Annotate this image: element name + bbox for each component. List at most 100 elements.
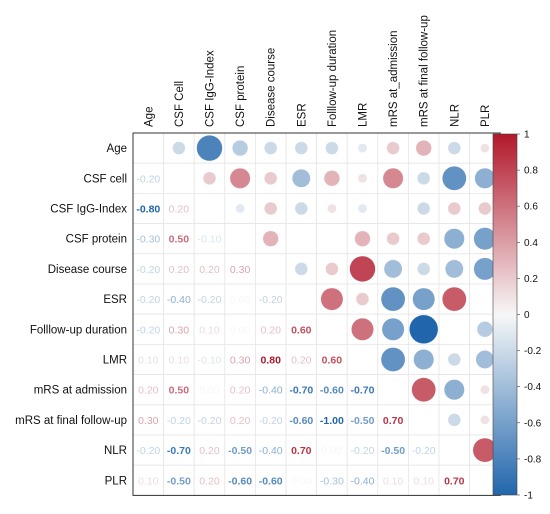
grid-cell <box>285 343 318 375</box>
grid-cell <box>163 343 195 375</box>
correlation-circle <box>480 143 490 153</box>
correlation-value: -0.20 <box>259 294 283 306</box>
grid-cell <box>346 434 379 466</box>
grid-cell <box>254 464 287 496</box>
correlation-value: 0.80 <box>260 355 281 367</box>
correlation-value: 0.20 <box>169 204 190 216</box>
grid-cell <box>163 464 195 496</box>
grid-cell <box>193 253 226 285</box>
grid-cell <box>163 434 195 466</box>
grid-cell <box>346 343 379 375</box>
grid-cell <box>193 374 226 406</box>
correlation-circle <box>484 298 486 300</box>
correlation-circle <box>453 328 456 331</box>
correlation-value: -0.20 <box>136 324 160 336</box>
correlation-circle <box>475 350 495 369</box>
correlation-value: -1.00 <box>320 415 344 427</box>
row-label: PLR <box>105 475 127 487</box>
correlation-circle <box>229 167 251 189</box>
grid-cell <box>132 313 165 345</box>
grid-cell <box>193 313 226 345</box>
grid-cell <box>407 404 440 436</box>
correlation-value: -0.40 <box>259 385 283 397</box>
colorbar-tick-label: -0.8 <box>524 454 542 465</box>
correlation-circle <box>417 171 431 185</box>
grid-cell <box>346 464 379 496</box>
grid-cell <box>285 464 318 496</box>
correlation-circle <box>294 201 308 216</box>
correlation-circle <box>443 228 465 250</box>
correlation-value: 0.50 <box>169 385 190 397</box>
correlation-value: -0.70 <box>167 445 191 457</box>
correlation-circle <box>380 347 406 372</box>
correlation-value: 0.20 <box>199 264 220 276</box>
grid-cell <box>224 283 256 315</box>
grid-cell <box>193 223 226 255</box>
correlation-value: -0.20 <box>259 415 283 427</box>
correlation-circle <box>442 286 467 312</box>
correlation-value: -0.60 <box>228 475 252 487</box>
correlation-circle <box>262 230 279 247</box>
correlation-circle <box>412 287 436 311</box>
correlation-circle <box>294 262 308 276</box>
correlation-value: -0.50 <box>351 415 375 427</box>
correlation-circle <box>411 377 436 402</box>
correlation-value: 0.30 <box>169 324 190 336</box>
correlation-value: 0.70 <box>444 475 465 487</box>
correlation-circle <box>480 384 490 395</box>
colorbar-tick-label: 0.2 <box>524 274 538 285</box>
correlation-value: -0.40 <box>259 445 283 457</box>
grid-cell <box>132 374 165 406</box>
correlation-circle <box>392 207 394 210</box>
correlation-circle <box>473 227 497 251</box>
grid-cell <box>316 374 348 406</box>
correlation-value: 0.60 <box>322 355 343 367</box>
row-labels: Age CSF cell CSF IgG-Index CSF protein Disea… <box>15 143 127 487</box>
colorbar-bar <box>492 133 518 496</box>
colorbar-tick-label: 0.6 <box>524 202 538 213</box>
correlation-value: 0.30 <box>230 264 251 276</box>
colorbar-tick-label: 0.4 <box>524 238 538 249</box>
correlation-circle <box>325 141 339 155</box>
grid-cell <box>377 132 409 164</box>
grid-cell <box>407 464 440 496</box>
correlation-circle <box>325 262 339 276</box>
grid-cell <box>163 313 195 345</box>
correlation-value: 0.00 <box>230 294 251 306</box>
row-label: mRS at final follow-up <box>15 415 127 427</box>
correlation-circle <box>480 415 490 425</box>
correlation-circle <box>294 141 308 155</box>
row-label: NLR <box>104 445 127 457</box>
correlation-value: 0.20 <box>260 324 281 336</box>
correlation-circle <box>349 255 376 283</box>
correlation-circle <box>351 317 374 341</box>
row-label: ESR <box>103 294 127 306</box>
row-label: Folllow-up duration <box>30 324 127 336</box>
colorbar-tick-label: -0.2 <box>524 346 542 357</box>
grid-cell <box>377 434 409 466</box>
correlation-value: 0.00 <box>322 445 343 457</box>
grid-cell <box>224 253 256 285</box>
correlation-circle <box>196 134 223 162</box>
grid-cell <box>132 343 165 375</box>
row-label: CSF protein <box>66 234 127 246</box>
colorbar-tick-label: 0 <box>524 310 530 321</box>
correlation-value: -0.20 <box>198 415 222 427</box>
correlation-value: 0.00 <box>230 324 251 336</box>
correlation-circle <box>381 317 405 341</box>
correlation-value: 0.20 <box>291 355 312 367</box>
correlation-value: -0.70 <box>351 385 375 397</box>
correlation-value: 0.50 <box>169 234 190 246</box>
correlation-value: -0.40 <box>351 475 375 487</box>
correlation-circle <box>380 286 406 312</box>
correlation-circle <box>442 166 467 191</box>
correlation-value: 0.70 <box>383 415 404 427</box>
grid-cells <box>132 132 501 496</box>
correlation-value: -0.70 <box>289 385 313 397</box>
colorbar-tick-label: -0.4 <box>524 382 542 393</box>
correlation-circle <box>447 141 461 155</box>
correlation-circle <box>447 201 461 216</box>
column-label: NLR <box>449 104 461 127</box>
column-label: Folllow-up duration <box>327 30 339 127</box>
grid-cell <box>346 374 379 406</box>
